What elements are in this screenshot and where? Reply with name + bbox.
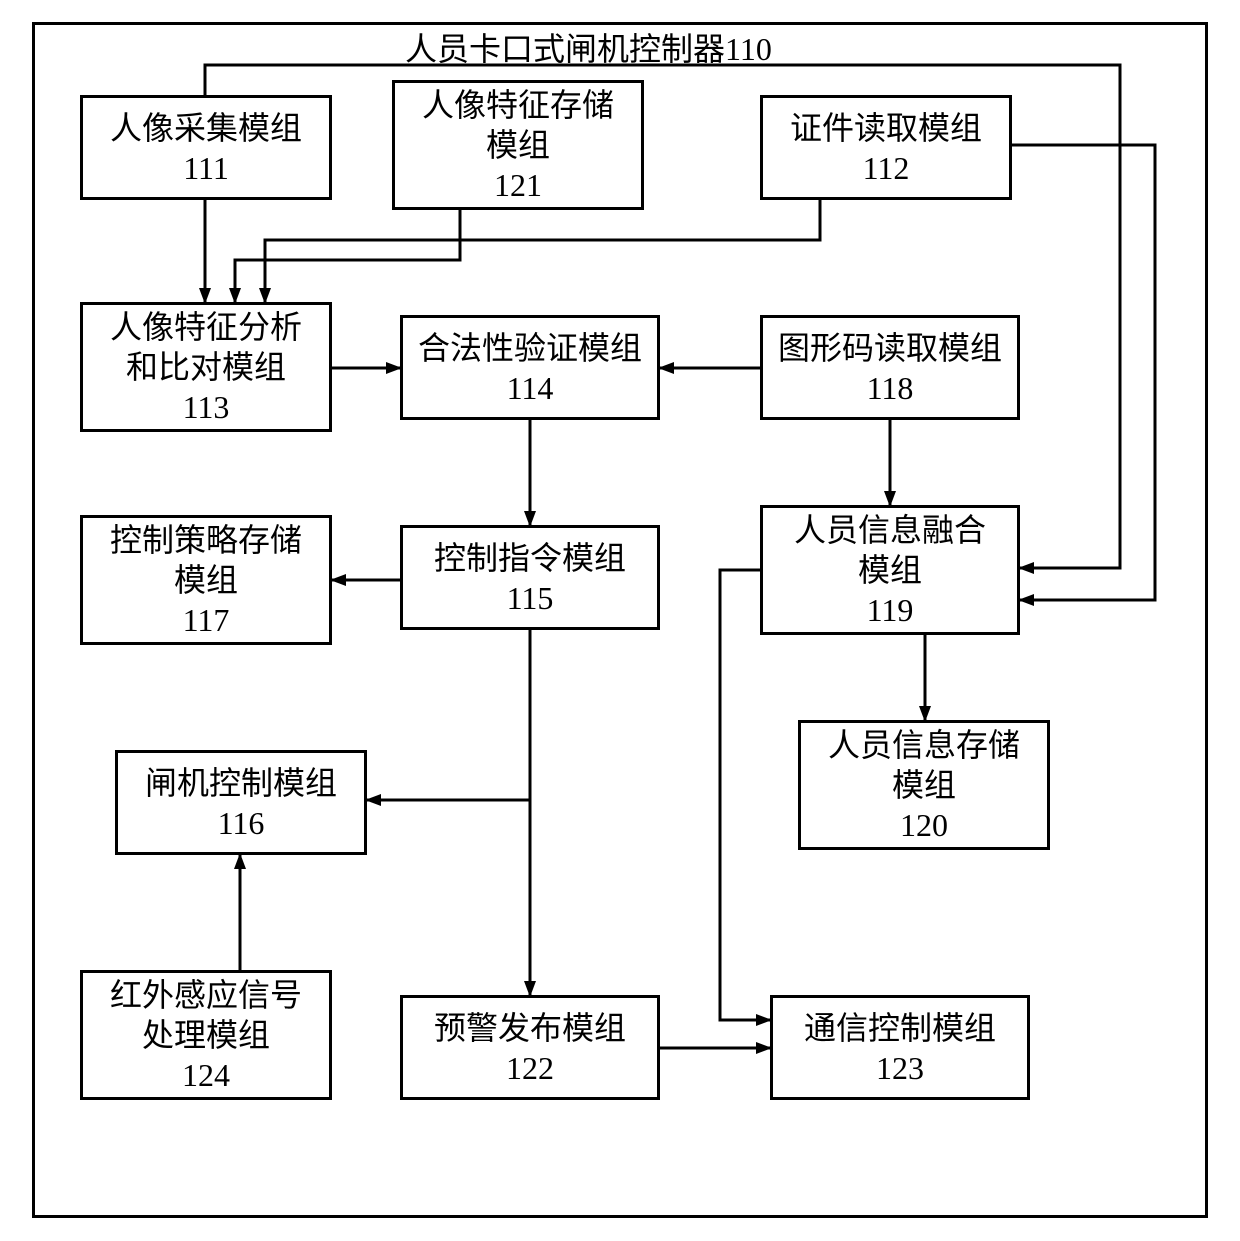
node-112: 证件读取模组112 [760, 95, 1012, 200]
node-121: 人像特征存储模组121 [392, 80, 644, 210]
node-117: 控制策略存储模组117 [80, 515, 332, 645]
node-120: 人员信息存储模组120 [798, 720, 1050, 850]
node-118: 图形码读取模组118 [760, 315, 1020, 420]
diagram-title: 人员卡口式闸机控制器110 [405, 30, 772, 68]
node-123: 通信控制模组123 [770, 995, 1030, 1100]
node-116: 闸机控制模组116 [115, 750, 367, 855]
node-119: 人员信息融合模组119 [760, 505, 1020, 635]
node-111: 人像采集模组111 [80, 95, 332, 200]
diagram-canvas: 人员卡口式闸机控制器110 人像采集模组111 人像特征存储模组121 证件读取… [0, 0, 1240, 1241]
node-122: 预警发布模组122 [400, 995, 660, 1100]
node-115: 控制指令模组115 [400, 525, 660, 630]
node-113: 人像特征分析和比对模组113 [80, 302, 332, 432]
node-114: 合法性验证模组114 [400, 315, 660, 420]
node-124: 红外感应信号处理模组124 [80, 970, 332, 1100]
